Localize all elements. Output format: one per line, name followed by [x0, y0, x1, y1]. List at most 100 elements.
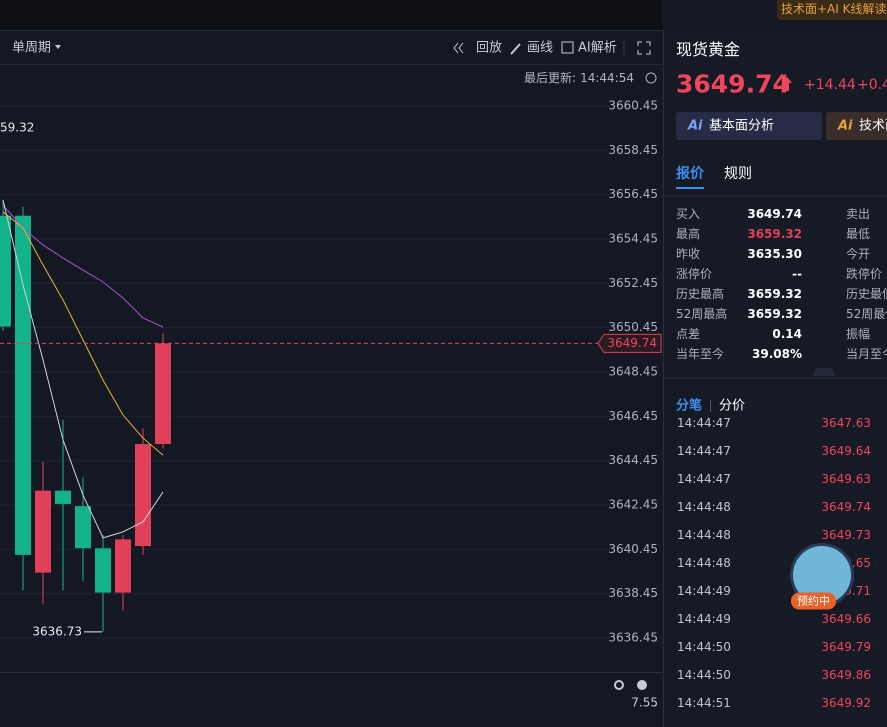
- row-label: 最高: [676, 227, 701, 241]
- y-tick-label: 3644.45: [608, 453, 658, 467]
- row-label: 跌停价: [846, 267, 883, 281]
- separator: [710, 400, 711, 412]
- candle-body: [135, 444, 151, 547]
- y-tick-label: 3636.45: [608, 631, 658, 645]
- tick-time: 14:44:49: [677, 584, 731, 598]
- candle-body: [115, 539, 131, 593]
- fundamental-button[interactable]: [676, 112, 822, 140]
- tick-list: 14:44:47 3647.63 14:44:47 3649.64 14:44:47 36…: [664, 418, 887, 727]
- tick-price: 3649.86: [821, 668, 871, 682]
- ai-button[interactable]: AI解析: [578, 41, 617, 56]
- row-value: 3659.32: [747, 227, 802, 241]
- row-label: 点差: [676, 327, 701, 341]
- candle-body: [0, 215, 11, 327]
- ai-badge: Ai: [838, 118, 853, 134]
- tab[interactable]: 分价: [719, 398, 746, 414]
- tick-price: 3649.79: [821, 640, 871, 654]
- ma-line: [2, 211, 164, 456]
- y-tick-label: 3650.45: [608, 320, 658, 334]
- row-label: 卖出: [846, 207, 871, 221]
- row-label: 振幅: [846, 327, 871, 341]
- tick-time: 14:44:48: [677, 556, 731, 570]
- chart: 单周期 回放 画线 AI解析 最后更新: 14:44:54 7.55 3660.4…: [0, 0, 662, 710]
- candle-body: [95, 548, 111, 593]
- tick-time: 14:44:50: [677, 668, 731, 682]
- row-value: 39.08%: [752, 347, 802, 361]
- settings-button[interactable]: [614, 680, 624, 690]
- tick-price: 3647.63: [821, 418, 871, 430]
- high-label: 59.32: [0, 121, 34, 135]
- row-label: 买入: [676, 207, 701, 221]
- last-price-label: 3649.74: [607, 336, 657, 350]
- row-label: 当年至今: [676, 347, 725, 361]
- button-label: 技术面: [859, 118, 887, 134]
- fullscreen-button[interactable]: [637, 41, 651, 55]
- period-selector[interactable]: 单周期: [12, 41, 51, 56]
- y-tick-label: 3642.45: [608, 498, 658, 512]
- row-label: 涨停价: [676, 267, 713, 281]
- tick-time: 14:44:47: [677, 418, 731, 430]
- tick-time: 14:44:48: [677, 528, 731, 542]
- candle-body: [15, 215, 31, 555]
- row-label: 历史最高: [676, 287, 725, 301]
- tick-time: 14:44:48: [677, 500, 731, 514]
- last-update-time: 14:44:54: [580, 71, 634, 85]
- row-value: --: [792, 267, 802, 281]
- ma-line: [2, 199, 164, 539]
- refresh-button[interactable]: [645, 72, 657, 84]
- ai-icon: [561, 41, 574, 54]
- live-badge: 预约中: [791, 592, 836, 610]
- row-label: 最低: [846, 227, 871, 241]
- y-tick-label: 3652.45: [608, 276, 658, 290]
- last-price-tag: [597, 333, 662, 353]
- up-arrow: [782, 77, 792, 91]
- y-tick-label: 3640.45: [608, 542, 658, 556]
- collapse-button[interactable]: [814, 368, 834, 376]
- candle-body: [55, 490, 71, 504]
- y-tick-label: 3660.45: [608, 98, 658, 112]
- ai-badge: Ai: [688, 118, 703, 134]
- y-tick-label: 3646.45: [608, 409, 658, 423]
- row-label: 52周最低: [846, 307, 887, 321]
- tick-price: 3649.66: [821, 612, 871, 626]
- change: +14.44: [804, 77, 856, 93]
- button-label: 基本面分析: [709, 118, 775, 134]
- row-label: 今开: [846, 247, 871, 261]
- row-value: 0.14: [772, 327, 802, 341]
- row-label: 当月至今: [846, 347, 887, 361]
- tick-time: 14:44:50: [677, 640, 731, 654]
- change-pct: +0.4: [857, 77, 887, 93]
- banner[interactable]: 技术面+AI K线解读: [777, 0, 887, 20]
- tab[interactable]: 规则: [724, 166, 752, 182]
- y-tick-label: 3656.45: [608, 187, 658, 201]
- replay-icon: [453, 42, 464, 54]
- ma-line: [2, 204, 164, 328]
- technical-button[interactable]: [826, 112, 887, 140]
- divider: [664, 195, 887, 197]
- draw-icon: [510, 43, 521, 55]
- quote-panel: 现货黄金 3649.74 +14.44 +0.4 Ai 基本面分析 Ai 技术面…: [663, 30, 887, 727]
- tick-price: 3649.74: [821, 500, 871, 514]
- close-button[interactable]: [637, 680, 647, 690]
- instrument-name: 现货黄金: [676, 40, 741, 59]
- row-value: 3659.32: [747, 307, 802, 321]
- candle-body: [155, 343, 171, 445]
- y-tick-label: 3658.45: [608, 143, 658, 157]
- low-label: 3636.73: [32, 624, 82, 638]
- y-tick-label: 3654.45: [608, 231, 658, 245]
- banner-text: 技术面+AI K线解读: [781, 2, 887, 16]
- tick-time: 14:44:47: [677, 444, 731, 458]
- last-update-label: 最后更新:: [524, 70, 576, 85]
- tick-price: 3649.64: [821, 444, 871, 458]
- tick-time: 14:44:47: [677, 472, 731, 486]
- tab-active[interactable]: 报价: [676, 166, 704, 182]
- row-label: 历史最低: [846, 287, 887, 301]
- replay-button[interactable]: 回放: [476, 41, 502, 56]
- tab-active[interactable]: 分笔: [676, 398, 703, 414]
- draw-button[interactable]: 画线: [527, 41, 553, 56]
- row-value: 3659.32: [747, 287, 802, 301]
- tick-time: 14:44:49: [677, 612, 731, 626]
- y-tick-label: 3638.45: [608, 586, 658, 600]
- tick-price: 3649.73: [821, 528, 871, 542]
